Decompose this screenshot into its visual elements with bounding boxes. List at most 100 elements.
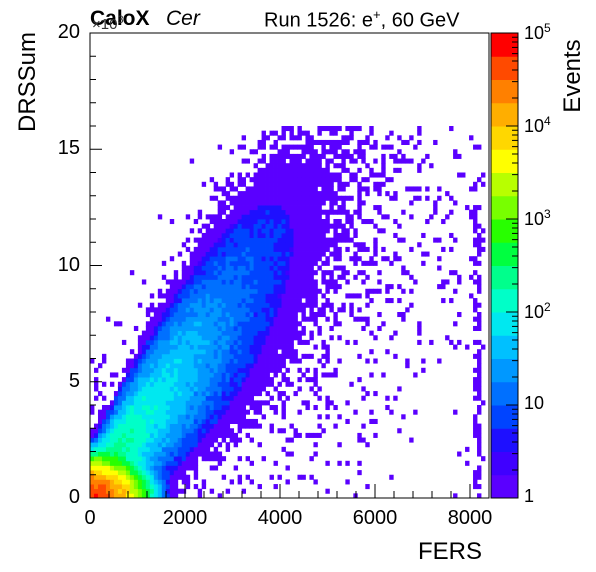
heatmap-cell bbox=[269, 195, 274, 201]
heatmap-cell bbox=[293, 391, 298, 397]
heatmap-cell bbox=[309, 302, 314, 308]
heatmap-cell bbox=[157, 423, 163, 429]
heatmap-cell bbox=[217, 451, 223, 457]
heatmap-cell bbox=[193, 344, 199, 350]
heatmap-cell bbox=[141, 363, 147, 369]
heatmap-cell bbox=[325, 158, 330, 164]
heatmap-cell bbox=[125, 400, 131, 406]
heatmap-cell bbox=[369, 260, 374, 266]
heatmap-cell bbox=[229, 307, 235, 313]
heatmap-cell bbox=[325, 353, 330, 359]
heatmap-cell bbox=[289, 135, 294, 141]
heatmap-cell bbox=[117, 418, 123, 424]
heatmap-cell bbox=[233, 209, 239, 215]
heatmap-cell bbox=[385, 405, 390, 411]
heatmap-cell bbox=[297, 158, 302, 164]
heatmap-cell bbox=[453, 288, 458, 294]
heatmap-cell bbox=[341, 167, 346, 173]
heatmap-cell bbox=[185, 279, 191, 285]
heatmap-cell bbox=[277, 321, 282, 327]
heatmap-cell bbox=[225, 195, 231, 201]
heatmap-cell bbox=[193, 456, 199, 462]
heatmap-cell bbox=[233, 405, 239, 411]
heatmap-cell bbox=[321, 428, 326, 434]
heatmap-cell bbox=[201, 316, 207, 322]
heatmap-cell bbox=[337, 237, 342, 243]
heatmap-cell bbox=[289, 325, 294, 331]
heatmap-cell bbox=[261, 200, 266, 206]
heatmap-cell bbox=[193, 349, 199, 355]
heatmap-cell bbox=[217, 493, 223, 499]
heatmap-cell bbox=[397, 298, 402, 304]
heatmap-cell bbox=[253, 400, 258, 406]
heatmap-cell bbox=[393, 330, 398, 336]
heatmap-cell bbox=[397, 284, 402, 290]
heatmap-cell bbox=[325, 372, 330, 378]
heatmap-cell bbox=[249, 307, 254, 313]
heatmap-cell bbox=[261, 270, 266, 276]
heatmap-cell bbox=[141, 405, 147, 411]
heatmap-cell bbox=[309, 474, 314, 480]
heatmap-cell bbox=[245, 242, 250, 248]
heatmap-cell bbox=[225, 237, 231, 243]
heatmap-cell bbox=[169, 465, 175, 471]
heatmap-cell bbox=[293, 284, 298, 290]
heatmap-cell bbox=[165, 353, 171, 359]
heatmap-cell bbox=[281, 325, 286, 331]
heatmap-cell bbox=[229, 414, 235, 420]
heatmap-cell bbox=[293, 186, 298, 192]
heatmap-cell bbox=[261, 205, 266, 211]
heatmap-cell bbox=[149, 437, 155, 443]
heatmap-cell bbox=[97, 418, 103, 424]
heatmap-cell bbox=[329, 191, 334, 197]
heatmap-cell bbox=[193, 418, 199, 424]
heatmap-cell bbox=[125, 358, 131, 364]
heatmap-cell bbox=[309, 214, 314, 220]
heatmap-cell bbox=[213, 367, 219, 373]
heatmap-cell bbox=[157, 214, 163, 220]
heatmap-cell bbox=[289, 358, 294, 364]
heatmap-cell bbox=[141, 339, 147, 345]
heatmap-cell bbox=[181, 270, 187, 276]
heatmap-cell bbox=[309, 307, 314, 313]
heatmap-cell bbox=[177, 451, 183, 457]
heatmap-cell bbox=[141, 349, 147, 355]
heatmap-cell bbox=[121, 493, 127, 499]
heatmap-cell bbox=[153, 409, 159, 415]
heatmap-cell bbox=[345, 400, 350, 406]
heatmap-cell bbox=[297, 144, 302, 150]
heatmap-cell bbox=[297, 195, 302, 201]
heatmap-cell bbox=[289, 167, 294, 173]
heatmap-cell bbox=[241, 228, 247, 234]
heatmap-cell bbox=[113, 479, 119, 485]
heatmap-cell bbox=[157, 479, 163, 485]
heatmap-cell bbox=[297, 209, 302, 215]
heatmap-cell bbox=[205, 353, 211, 359]
heatmap-cell bbox=[221, 386, 227, 392]
heatmap-cell bbox=[153, 391, 159, 397]
heatmap-cell bbox=[109, 446, 115, 452]
heatmap-cell bbox=[313, 270, 318, 276]
heatmap-cell bbox=[301, 353, 306, 359]
heatmap-cell bbox=[433, 209, 438, 215]
heatmap-cell bbox=[357, 437, 362, 443]
heatmap-cell bbox=[309, 135, 314, 141]
z-tick-label: 10 bbox=[524, 393, 544, 414]
heatmap-cell bbox=[209, 391, 215, 397]
heatmap-cell bbox=[445, 279, 450, 285]
heatmap-cell bbox=[281, 270, 286, 276]
heatmap-cell bbox=[325, 242, 330, 248]
heatmap-cell bbox=[325, 344, 330, 350]
heatmap-cell bbox=[309, 265, 314, 271]
heatmap-cell bbox=[213, 237, 219, 243]
heatmap-cell bbox=[233, 214, 239, 220]
heatmap-cell bbox=[217, 335, 223, 341]
heatmap-cell bbox=[161, 274, 167, 280]
heatmap-cell bbox=[321, 293, 326, 299]
heatmap-cell bbox=[257, 293, 262, 299]
heatmap-cell bbox=[145, 372, 151, 378]
heatmap-cell bbox=[97, 465, 103, 471]
heatmap-cell bbox=[325, 246, 330, 252]
heatmap-cell bbox=[265, 274, 270, 280]
heatmap-cell bbox=[225, 381, 231, 387]
